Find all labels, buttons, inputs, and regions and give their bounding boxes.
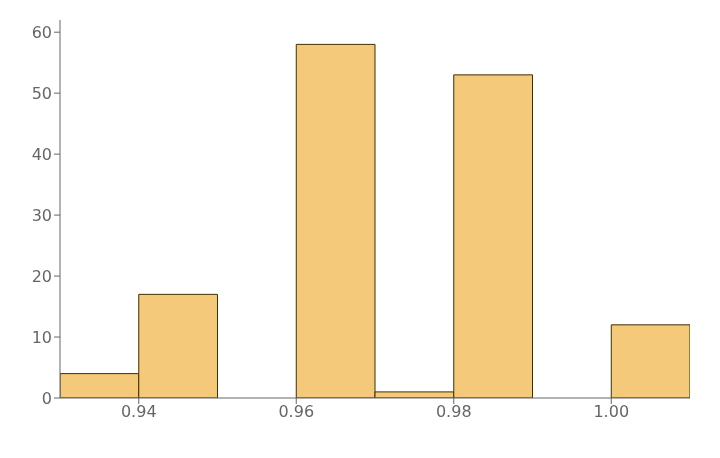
svg-text:0: 0 — [42, 389, 52, 408]
svg-text:40: 40 — [32, 145, 52, 164]
svg-text:0.94: 0.94 — [121, 402, 157, 421]
svg-text:30: 30 — [32, 206, 52, 225]
svg-text:0.96: 0.96 — [278, 402, 314, 421]
svg-text:1.00: 1.00 — [593, 402, 629, 421]
svg-text:10: 10 — [32, 328, 52, 347]
svg-text:60: 60 — [32, 23, 52, 42]
svg-text:0.98: 0.98 — [436, 402, 472, 421]
svg-text:50: 50 — [32, 84, 52, 103]
svg-text:20: 20 — [32, 267, 52, 286]
